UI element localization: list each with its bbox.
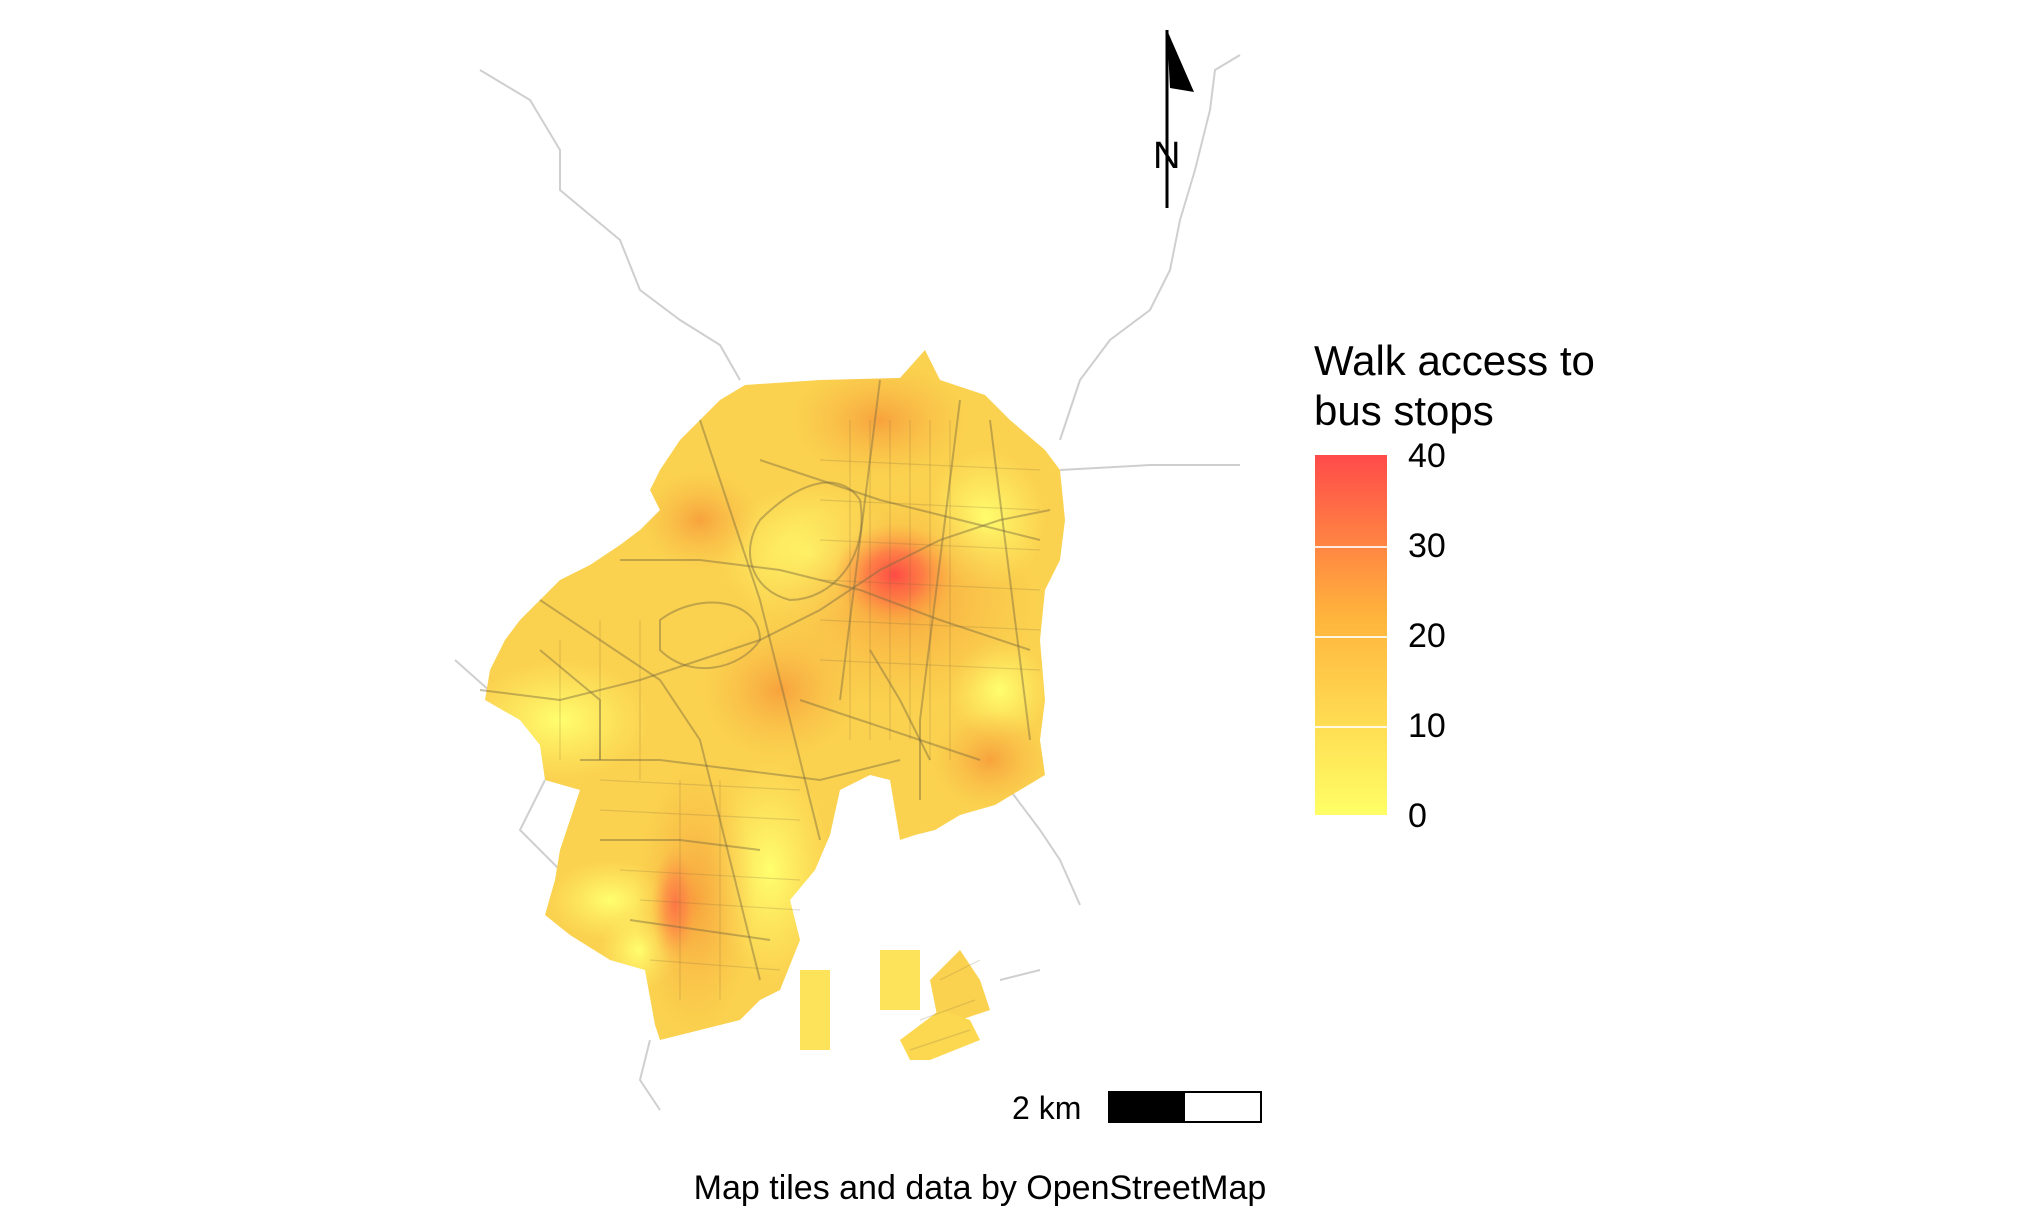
legend-tick-label: 0 xyxy=(1408,797,1427,835)
legend-tick-label: 30 xyxy=(1408,527,1446,565)
legend-tick-label: 10 xyxy=(1408,707,1446,745)
scale-bar-label: 2 km xyxy=(1012,1090,1082,1126)
legend-title-line-1: Walk access to xyxy=(1314,337,1595,384)
legend-title-line-2: bus stops xyxy=(1314,387,1494,434)
scale-bar-black-segment xyxy=(1110,1093,1185,1121)
legend-tickmark xyxy=(1315,636,1387,638)
map-attribution-caption: Map tiles and data by OpenStreetMap xyxy=(693,1169,1267,1207)
north-arrow-icon xyxy=(1165,30,1194,208)
minor-roads xyxy=(559,420,1041,1051)
scale-bar xyxy=(1108,1091,1262,1123)
legend-tick-label: 40 xyxy=(1408,437,1446,475)
legend-title: Walk access to bus stops xyxy=(1314,336,1734,436)
legend-tickmark xyxy=(1315,726,1387,728)
heat-surface xyxy=(485,350,1065,1060)
north-label: N xyxy=(1153,135,1181,177)
outer-roads xyxy=(454,54,1241,1111)
road-network xyxy=(479,379,1051,981)
legend-tick-label: 20 xyxy=(1408,617,1446,655)
legend-color-bar xyxy=(1315,455,1387,815)
legend-tickmark xyxy=(1315,546,1387,548)
scale-bar-white-segment xyxy=(1185,1093,1260,1121)
